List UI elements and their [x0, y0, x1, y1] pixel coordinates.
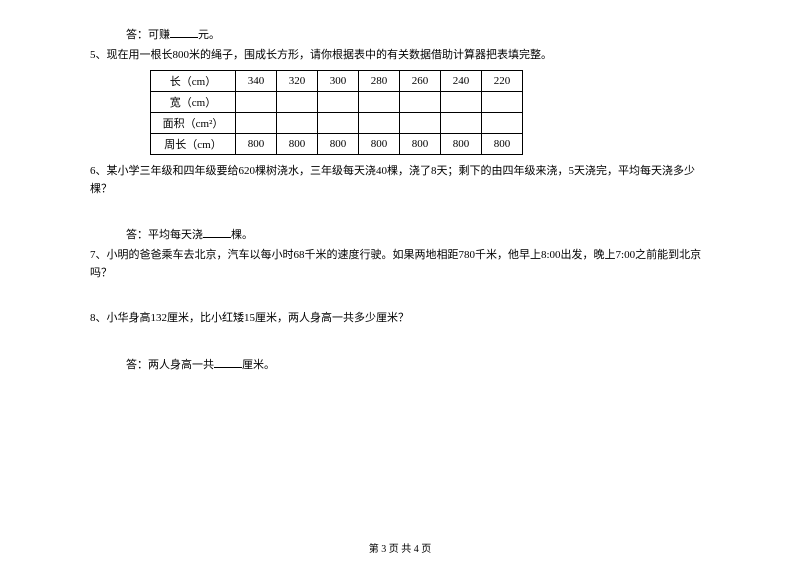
table-row: 长（cm） 340 320 300 280 260 240 220 [151, 71, 523, 92]
table-row: 周长（cm） 800 800 800 800 800 800 800 [151, 134, 523, 155]
cell [400, 113, 441, 134]
q4-answer-line: 答：可赚 元。 [90, 26, 710, 45]
cell: 340 [236, 71, 277, 92]
q4-answer-prefix: 答：可赚 [126, 29, 170, 41]
cell [277, 92, 318, 113]
page-footer: 第 3 页 共 4 页 [0, 540, 800, 555]
cell [441, 113, 482, 134]
cell: 800 [482, 134, 523, 155]
cell [236, 113, 277, 134]
q6-text: 6、某小学三年级和四年级要给620棵树浇水，三年级每天浇40棵，浇了8天；剩下的… [90, 163, 710, 198]
table-row: 宽（cm） [151, 92, 523, 113]
q6-answer-line: 答：平均每天浇 棵。 [90, 226, 710, 245]
q8-blank [214, 356, 242, 368]
spacer [90, 200, 710, 224]
cell: 300 [318, 71, 359, 92]
cell: 800 [359, 134, 400, 155]
q6-blank [203, 226, 231, 238]
cell [400, 92, 441, 113]
cell: 800 [277, 134, 318, 155]
cell: 320 [277, 71, 318, 92]
q4-answer-suffix: 元。 [198, 29, 220, 41]
cell: 800 [441, 134, 482, 155]
cell: 240 [441, 71, 482, 92]
cell: 260 [400, 71, 441, 92]
cell: 800 [236, 134, 277, 155]
table-row: 面积（cm²） [151, 113, 523, 134]
cell [359, 92, 400, 113]
spacer [90, 284, 710, 308]
spacer [90, 330, 710, 354]
row-header-width: 宽（cm） [151, 92, 236, 113]
cell: 280 [359, 71, 400, 92]
cell [482, 113, 523, 134]
row-header-area: 面积（cm²） [151, 113, 236, 134]
row-header-perimeter: 周长（cm） [151, 134, 236, 155]
cell [482, 92, 523, 113]
cell [318, 113, 359, 134]
q8-answer-suffix: 厘米。 [242, 359, 275, 371]
q6-answer-prefix: 答：平均每天浇 [126, 229, 203, 241]
cell [277, 113, 318, 134]
cell: 800 [400, 134, 441, 155]
cell: 800 [318, 134, 359, 155]
q7-text: 7、小明的爸爸乘车去北京，汽车以每小时68千米的速度行驶。如果两地相距780千米… [90, 247, 710, 282]
q5-table-wrap: 长（cm） 340 320 300 280 260 240 220 宽（cm） [90, 70, 710, 155]
page-content: 答：可赚 元。 5、现在用一根长800米的绳子，围成长方形，请你根据表中的有关数据… [0, 0, 800, 374]
row-header-length: 长（cm） [151, 71, 236, 92]
q8-answer-line: 答：两人身高一共 厘米。 [90, 356, 710, 375]
cell [359, 113, 400, 134]
cell [236, 92, 277, 113]
q5-text: 5、现在用一根长800米的绳子，围成长方形，请你根据表中的有关数据借助计算器把表… [90, 47, 710, 65]
q5-table: 长（cm） 340 320 300 280 260 240 220 宽（cm） [150, 70, 523, 155]
q8-answer-prefix: 答：两人身高一共 [126, 359, 214, 371]
cell [441, 92, 482, 113]
q8-text: 8、小华身高132厘米，比小红矮15厘米，两人身高一共多少厘米？ [90, 310, 710, 328]
cell: 220 [482, 71, 523, 92]
q4-blank [170, 26, 198, 38]
cell [318, 92, 359, 113]
q6-answer-suffix: 棵。 [231, 229, 253, 241]
